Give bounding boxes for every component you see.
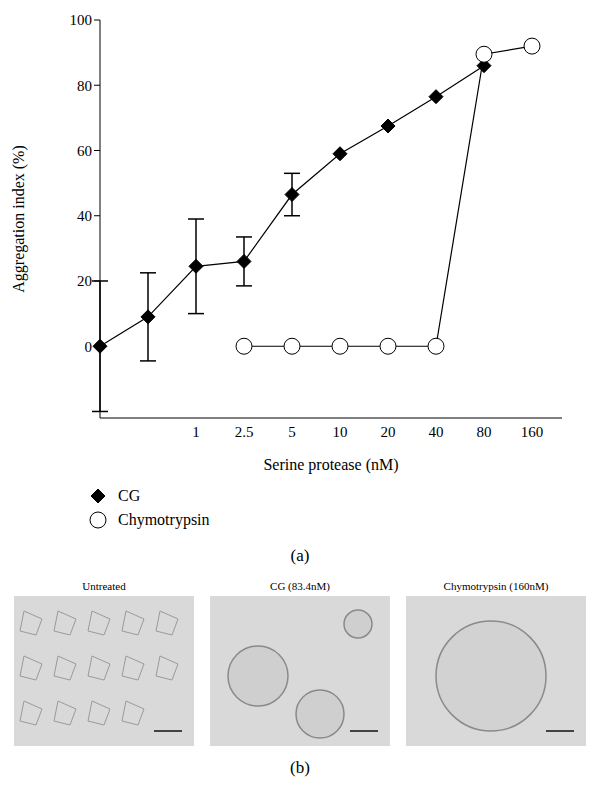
svg-text:10: 10 [333,424,348,440]
svg-text:40: 40 [429,424,444,440]
svg-text:1: 1 [192,424,200,440]
svg-text:2.5: 2.5 [235,424,254,440]
svg-text:80: 80 [477,424,492,440]
svg-text:20: 20 [381,424,396,440]
html-text:Untreated: Untreated [82,580,126,592]
svg-text:40: 40 [77,208,92,224]
html-text:Chymotrypsin (160nM): Chymotrypsin (160nM) [443,580,549,592]
html-text:(a): (a) [290,546,310,565]
svg-text:Aggregation index (%): Aggregation index (%) [10,145,28,293]
svg-text:80: 80 [77,78,92,94]
svg-text:100: 100 [70,12,93,28]
svg-text:60: 60 [77,143,92,159]
html-text:(b): (b) [290,758,310,777]
html-text:CG (83.4nM): CG (83.4nM) [270,580,330,592]
svg-text:20: 20 [77,273,92,289]
svg-text:0: 0 [85,339,93,355]
html-text:CG: CG [118,487,141,504]
svg-text:Serine protease (nM): Serine protease (nM) [263,456,398,474]
svg-text:5: 5 [288,424,296,440]
html-text:Chymotrypsin: Chymotrypsin [118,511,210,528]
svg-text:160: 160 [521,424,544,440]
